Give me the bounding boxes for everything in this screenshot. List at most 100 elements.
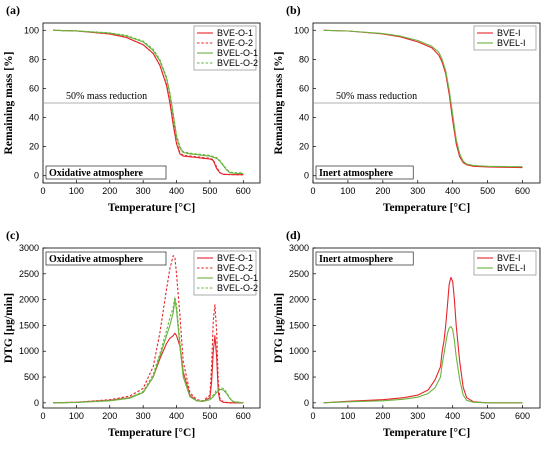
y-axis-label: Remaining mass [%] bbox=[3, 52, 15, 155]
atmosphere-label: Oxidative atmosphere bbox=[49, 254, 144, 265]
series-line-bvel-i bbox=[323, 325, 523, 404]
x-tick-label: 100 bbox=[340, 411, 355, 421]
y-tick-label: 100 bbox=[24, 25, 39, 35]
y-tick-label: 40 bbox=[299, 113, 309, 123]
y-tick-label: 2500 bbox=[289, 269, 309, 279]
series-line-bve-o-2 bbox=[52, 29, 244, 176]
legend-entry: BVE-I bbox=[497, 28, 521, 38]
y-tick-label: 0 bbox=[34, 398, 39, 408]
x-tick-label: 200 bbox=[375, 411, 390, 421]
series-line-bve-o-2 bbox=[52, 255, 244, 404]
y-tick-label: 3000 bbox=[289, 243, 309, 253]
x-tick-label: 300 bbox=[136, 411, 151, 421]
x-axis-label: Temperature [°C] bbox=[383, 202, 470, 214]
x-tick-label: 500 bbox=[202, 411, 217, 421]
x-axis-label: Temperature [°C] bbox=[108, 202, 195, 214]
y-tick-label: 0 bbox=[304, 398, 309, 408]
atmosphere-label: Inert atmosphere bbox=[319, 168, 394, 179]
y-tick-label: 1500 bbox=[289, 320, 309, 330]
reference-line-label: 50% mass reduction bbox=[66, 91, 147, 102]
y-tick-label: 40 bbox=[29, 113, 39, 123]
y-tick-label: 1000 bbox=[289, 346, 309, 356]
atmosphere-label: Oxidative atmosphere bbox=[49, 168, 144, 179]
legend-entry: BVEL-I bbox=[497, 38, 526, 48]
x-tick-label: 0 bbox=[40, 411, 45, 421]
x-tick-label: 0 bbox=[310, 186, 315, 196]
panel-label: (c) bbox=[6, 228, 19, 242]
y-tick-label: 20 bbox=[299, 142, 309, 152]
y-tick-label: 3000 bbox=[19, 243, 39, 253]
x-tick-label: 500 bbox=[480, 186, 495, 196]
legend-entry: BVEL-O-2 bbox=[217, 283, 258, 293]
legend-entry: BVE-O-2 bbox=[217, 38, 253, 48]
panel-label: (d) bbox=[286, 228, 301, 242]
x-tick-label: 600 bbox=[515, 186, 530, 196]
panel-label: (b) bbox=[286, 3, 301, 17]
y-axis-label: DTG [µg/min] bbox=[3, 293, 15, 363]
x-tick-label: 300 bbox=[410, 186, 425, 196]
y-tick-label: 500 bbox=[294, 372, 309, 382]
legend-box bbox=[473, 250, 537, 276]
y-tick-label: 80 bbox=[29, 54, 39, 64]
atmosphere-label-box bbox=[315, 251, 414, 266]
x-tick-label: 600 bbox=[515, 411, 530, 421]
series-line-bvel-o-1 bbox=[52, 29, 244, 175]
x-tick-label: 100 bbox=[69, 186, 84, 196]
y-tick-label: 80 bbox=[299, 54, 309, 64]
series-line-bve-i bbox=[323, 29, 523, 169]
x-tick-label: 300 bbox=[136, 186, 151, 196]
x-tick-label: 0 bbox=[40, 186, 45, 196]
x-tick-label: 200 bbox=[102, 186, 117, 196]
y-tick-label: 20 bbox=[29, 142, 39, 152]
x-tick-label: 100 bbox=[69, 411, 84, 421]
x-tick-label: 400 bbox=[169, 411, 184, 421]
y-tick-label: 1000 bbox=[19, 346, 39, 356]
y-tick-label: 2500 bbox=[19, 269, 39, 279]
y-tick-label: 2000 bbox=[19, 295, 39, 305]
x-tick-label: 600 bbox=[236, 186, 251, 196]
panel-label: (a) bbox=[6, 3, 20, 17]
y-tick-label: 0 bbox=[304, 171, 309, 181]
y-tick-label: 100 bbox=[294, 25, 309, 35]
y-tick-label: 60 bbox=[299, 83, 309, 93]
y-tick-label: 60 bbox=[29, 83, 39, 93]
legend-box bbox=[473, 25, 537, 51]
x-tick-label: 400 bbox=[445, 186, 460, 196]
legend-entry: BVEL-O-1 bbox=[217, 48, 258, 58]
y-tick-label: 500 bbox=[24, 372, 39, 382]
plot-frame bbox=[312, 247, 541, 409]
x-tick-label: 200 bbox=[375, 186, 390, 196]
series-line-bvel-o-2 bbox=[52, 29, 244, 174]
legend-entry: BVE-O-1 bbox=[217, 28, 253, 38]
series-line-bvel-o-1 bbox=[52, 299, 244, 404]
y-tick-label: 1500 bbox=[19, 320, 39, 330]
series-line-bvel-i bbox=[323, 29, 523, 168]
atmosphere-label-box bbox=[45, 251, 167, 266]
x-tick-label: 0 bbox=[310, 411, 315, 421]
legend-entry: BVEL-O-1 bbox=[217, 273, 258, 283]
plot-frame bbox=[42, 247, 261, 409]
series-line-bvel-o-2 bbox=[52, 296, 244, 404]
atmosphere-label-box bbox=[45, 165, 167, 180]
series-line-bve-i bbox=[323, 276, 523, 404]
atmosphere-label-box bbox=[315, 165, 414, 180]
y-axis-label: DTG [µg/min] bbox=[273, 293, 285, 363]
legend-entry: BVE-I bbox=[497, 253, 521, 263]
x-tick-label: 100 bbox=[340, 186, 355, 196]
x-tick-label: 300 bbox=[410, 411, 425, 421]
y-axis-label: Remaining mass [%] bbox=[273, 52, 285, 155]
x-axis-label: Temperature [°C] bbox=[383, 427, 470, 439]
reference-line-label: 50% mass reduction bbox=[336, 91, 417, 102]
legend-entry: BVEL-O-2 bbox=[217, 58, 258, 68]
atmosphere-label: Inert atmosphere bbox=[319, 254, 394, 265]
x-axis-label: Temperature [°C] bbox=[108, 427, 195, 439]
legend-entry: BVE-O-2 bbox=[217, 263, 253, 273]
x-tick-label: 500 bbox=[202, 186, 217, 196]
legend-entry: BVEL-I bbox=[497, 263, 526, 273]
legend-entry: BVE-O-1 bbox=[217, 253, 253, 263]
y-tick-label: 0 bbox=[34, 171, 39, 181]
y-tick-label: 2000 bbox=[289, 295, 309, 305]
x-tick-label: 400 bbox=[445, 411, 460, 421]
legend-box bbox=[193, 25, 257, 71]
